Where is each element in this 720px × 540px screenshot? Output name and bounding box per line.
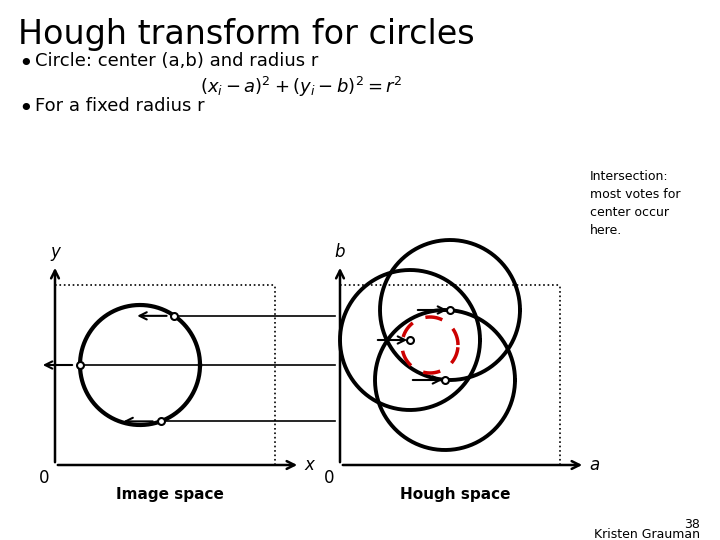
Text: Hough transform for circles: Hough transform for circles [18,18,474,51]
Text: y: y [50,243,60,261]
Text: 38: 38 [684,518,700,531]
Text: For a fixed radius r: For a fixed radius r [35,97,204,115]
Text: Hough space: Hough space [400,487,510,502]
Text: •: • [18,97,32,121]
Text: a: a [589,456,599,474]
Text: $(x_i-a)^2+(y_i-b)^2=r^2$: $(x_i-a)^2+(y_i-b)^2=r^2$ [200,75,402,99]
Text: 0: 0 [323,469,334,487]
Text: b: b [335,243,346,261]
Text: Circle: center (a,b) and radius r: Circle: center (a,b) and radius r [35,52,318,70]
Text: Image space: Image space [116,487,224,502]
Text: x: x [304,456,314,474]
Text: •: • [18,52,32,76]
Text: 0: 0 [38,469,49,487]
Text: Intersection:
most votes for
center occur
here.: Intersection: most votes for center occu… [590,170,680,237]
Text: Kristen Grauman: Kristen Grauman [594,528,700,540]
